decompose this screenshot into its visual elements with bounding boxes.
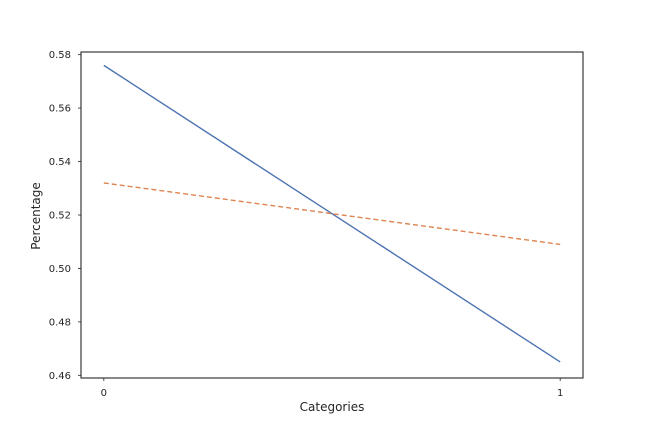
y-tick-label: 0.50: [49, 264, 71, 275]
x-axis-label: Categories: [300, 400, 365, 414]
series-line-2: [103, 182, 561, 246]
x-tick-label: 0: [101, 388, 107, 399]
y-axis-ticks: 0.46 0.48 0.50 0.52 0.54 0.56 0.58: [49, 50, 81, 382]
y-tick-label: 0.46: [49, 371, 71, 382]
x-tick-label: 1: [557, 388, 563, 399]
series-line-1: [103, 64, 561, 363]
y-tick-label: 0.54: [49, 157, 71, 168]
series-layer: [103, 64, 561, 363]
plot-area-frame: [80, 51, 584, 379]
y-tick-label: 0.56: [49, 104, 71, 115]
y-tick-label: 0.58: [49, 50, 71, 61]
y-axis-label: Percentage: [29, 182, 43, 250]
y-tick-label: 0.52: [49, 211, 71, 222]
y-tick-label: 0.48: [49, 317, 71, 328]
